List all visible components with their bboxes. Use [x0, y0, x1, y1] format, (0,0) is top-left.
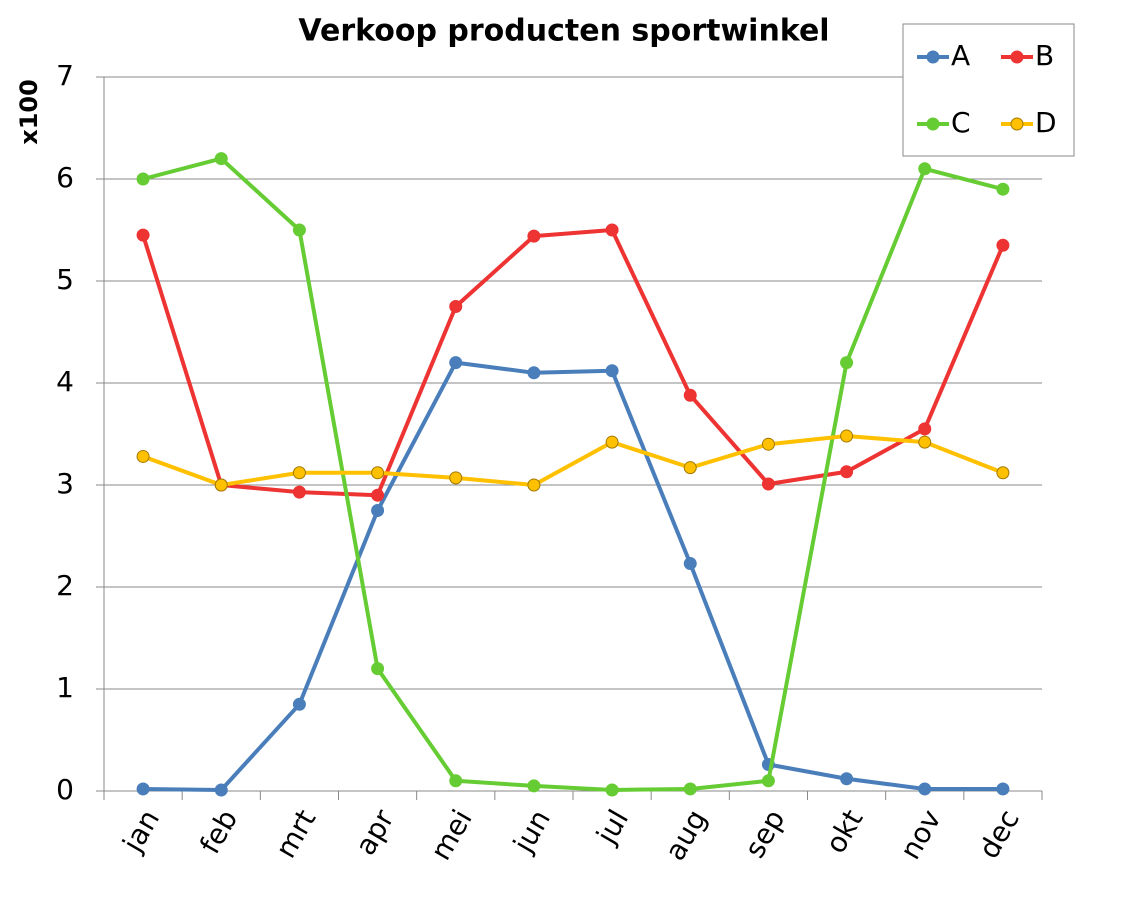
- point: [918, 422, 932, 436]
- x-tick-label: nov: [893, 804, 947, 865]
- point: [292, 466, 306, 480]
- point: [683, 461, 697, 475]
- point: [683, 557, 697, 571]
- y-tick-label: 1: [56, 671, 74, 704]
- point: [761, 437, 775, 451]
- x-tick-label: feb: [193, 804, 244, 859]
- x-tick-label: apr: [349, 804, 401, 861]
- point: [449, 300, 463, 313]
- x-tick-label: okt: [819, 804, 870, 859]
- point: [918, 162, 932, 176]
- point: [683, 782, 697, 796]
- point: [371, 504, 385, 517]
- series-line: [143, 360, 1003, 792]
- x-tick-label: dec: [972, 804, 1026, 864]
- y-tick-label: 3: [56, 467, 74, 500]
- point: [214, 783, 228, 797]
- point: [918, 782, 932, 796]
- y-tick-label: 4: [56, 365, 74, 398]
- y-axis-label: x100: [15, 79, 43, 145]
- y-tick-label: 6: [56, 161, 74, 194]
- point: [918, 435, 932, 449]
- y-tick-label: 2: [56, 569, 74, 602]
- legend-label: A: [951, 39, 970, 72]
- legend-marker: [1010, 117, 1024, 131]
- point: [527, 779, 541, 793]
- point: [996, 782, 1010, 796]
- x-tick-label: jul: [589, 804, 635, 850]
- y-tick-label: 7: [56, 59, 74, 92]
- point: [605, 364, 619, 378]
- point: [214, 152, 228, 166]
- point: [136, 782, 150, 796]
- point: [840, 772, 854, 786]
- legend-label: D: [1035, 106, 1057, 139]
- x-tick-label: jun: [506, 804, 557, 859]
- point: [761, 477, 775, 491]
- x-tick-label: mrt: [269, 804, 322, 864]
- point: [449, 471, 463, 485]
- point: [840, 429, 854, 443]
- point: [605, 223, 619, 237]
- series-line: [142, 434, 1004, 487]
- series-line: [141, 228, 1005, 498]
- point: [996, 466, 1010, 480]
- point: [136, 172, 150, 186]
- y-tick-label: 5: [56, 263, 74, 296]
- point: [214, 478, 228, 492]
- point: [136, 228, 150, 242]
- point: [136, 449, 150, 463]
- point: [605, 435, 619, 449]
- point: [527, 366, 541, 380]
- point: [761, 774, 775, 788]
- point: [996, 182, 1010, 196]
- point: [292, 697, 306, 711]
- point: [527, 478, 541, 492]
- point: [840, 356, 854, 370]
- point: [605, 783, 619, 797]
- point: [449, 774, 463, 788]
- legend-marker: [926, 50, 940, 64]
- point: [527, 229, 541, 243]
- point: [840, 465, 854, 479]
- legend-marker: [1010, 50, 1024, 64]
- x-tick-label: mei: [424, 804, 479, 866]
- legend-label: B: [1035, 39, 1054, 72]
- point: [292, 223, 306, 237]
- x-tick-label: sep: [738, 804, 791, 863]
- point: [683, 388, 697, 402]
- point: [371, 466, 385, 480]
- legend-marker: [926, 117, 940, 131]
- point: [292, 485, 306, 499]
- x-tick-label: jan: [116, 804, 166, 858]
- legend-label: C: [951, 106, 971, 139]
- point: [371, 488, 385, 502]
- x-tick-label: aug: [658, 804, 713, 866]
- legend-box: [902, 23, 1075, 157]
- point: [996, 238, 1010, 252]
- series-line: [142, 156, 1004, 792]
- y-tick-label: 0: [56, 773, 74, 806]
- point: [371, 662, 385, 676]
- point: [449, 356, 463, 370]
- chart-title: Verkoop producten sportwinkel: [298, 14, 829, 49]
